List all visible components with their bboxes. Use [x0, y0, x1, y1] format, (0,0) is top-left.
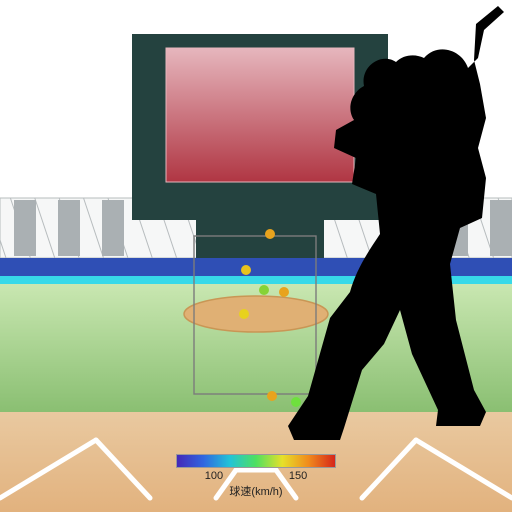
legend-ticks: 100 150 [176, 470, 336, 482]
legend-label: 球速(km/h) [176, 483, 336, 499]
legend-tick-max: 150 [289, 470, 307, 482]
legend-color-bar [176, 454, 336, 468]
velocity-legend: 100 150 球速(km/h) [176, 454, 336, 498]
pitch-location-chart: 100 150 球速(km/h) [0, 0, 512, 512]
legend-tick-min: 100 [205, 470, 223, 482]
batter-silhouette [0, 0, 512, 512]
